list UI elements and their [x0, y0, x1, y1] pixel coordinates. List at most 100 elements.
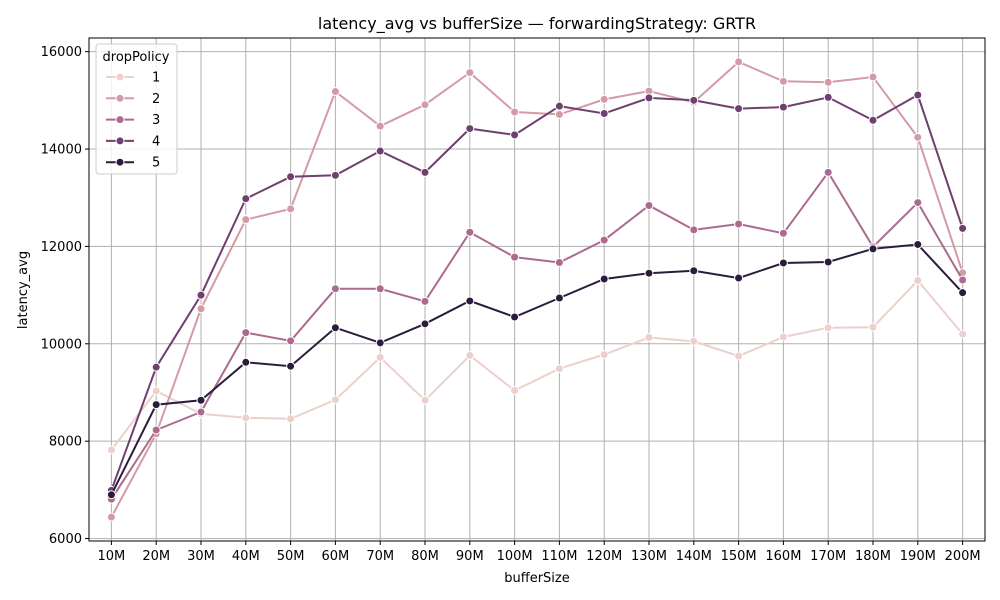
data-point: [241, 215, 251, 225]
x-tick-label: 200M: [945, 549, 981, 564]
data-point: [868, 322, 878, 332]
series-2: [106, 57, 968, 522]
y-tick-label: 16000: [41, 45, 82, 60]
x-tick-label: 140M: [676, 549, 712, 564]
data-point: [599, 235, 609, 245]
data-point: [734, 273, 744, 283]
data-point: [286, 172, 296, 182]
data-point: [330, 284, 340, 294]
data-point: [689, 266, 699, 276]
x-tick-label: 150M: [721, 549, 757, 564]
x-tick-label: 190M: [900, 549, 936, 564]
y-tick-label: 12000: [41, 240, 82, 255]
data-point: [196, 290, 206, 300]
data-point: [510, 312, 520, 322]
data-point: [599, 350, 609, 360]
data-point: [375, 338, 385, 348]
series-1: [106, 275, 968, 455]
data-point: [823, 92, 833, 102]
data-point: [734, 219, 744, 229]
data-point: [375, 352, 385, 362]
data-point: [286, 336, 296, 346]
x-tick-label: 110M: [541, 549, 577, 564]
data-point: [913, 198, 923, 208]
legend-marker: [115, 136, 125, 146]
legend-item-5: 5: [106, 156, 160, 171]
x-tick-label: 170M: [810, 549, 846, 564]
y-tick-label: 14000: [41, 143, 82, 158]
data-point: [823, 77, 833, 87]
data-point: [644, 93, 654, 103]
data-point: [196, 395, 206, 405]
data-point: [958, 329, 968, 339]
x-tick-label: 90M: [456, 549, 484, 564]
data-point: [734, 104, 744, 114]
y-tick-label: 6000: [49, 532, 82, 547]
data-point: [689, 225, 699, 235]
data-point: [330, 323, 340, 333]
data-point: [510, 386, 520, 396]
legend-label: 5: [152, 156, 160, 171]
x-axis-ticks: 10M 20M 30M 40M 50M 60M 70M 80M 90M 100M 110M 120M 1…: [98, 541, 981, 564]
grid: [89, 38, 985, 541]
data-point: [151, 425, 161, 435]
data-point: [554, 364, 564, 374]
series-line: [110, 243, 964, 496]
data-point: [958, 223, 968, 233]
data-point: [241, 194, 251, 204]
legend-marker: [115, 93, 125, 103]
data-point: [734, 57, 744, 67]
data-point: [330, 87, 340, 97]
legend-marker: [115, 115, 125, 125]
data-point: [554, 257, 564, 267]
x-tick-label: 180M: [855, 549, 891, 564]
y-tick-label: 10000: [41, 337, 82, 352]
data-point: [286, 204, 296, 214]
data-point: [375, 284, 385, 294]
data-point: [375, 121, 385, 131]
x-tick-label: 130M: [631, 549, 667, 564]
data-point: [689, 95, 699, 105]
data-point: [241, 357, 251, 367]
data-point: [734, 351, 744, 361]
data-point: [330, 170, 340, 180]
x-tick-label: 20M: [142, 549, 170, 564]
legend-title: dropPolicy: [103, 50, 170, 65]
data-point: [778, 76, 788, 86]
data-point: [465, 227, 475, 237]
legend-label: 3: [152, 113, 160, 128]
data-point: [106, 445, 116, 455]
data-point: [868, 244, 878, 254]
data-point: [420, 319, 430, 329]
data-point: [868, 72, 878, 82]
series-line: [110, 279, 964, 451]
data-point: [599, 108, 609, 118]
x-tick-label: 80M: [411, 549, 439, 564]
data-point: [913, 239, 923, 249]
data-point: [554, 293, 564, 303]
data-point: [958, 288, 968, 298]
data-point: [958, 275, 968, 285]
data-point: [599, 94, 609, 104]
data-point: [420, 167, 430, 177]
x-tick-label: 70M: [366, 549, 394, 564]
data-point: [241, 328, 251, 338]
data-point: [286, 361, 296, 371]
data-point: [510, 252, 520, 262]
data-point: [151, 400, 161, 410]
data-point: [420, 296, 430, 306]
data-point: [913, 90, 923, 100]
data-point: [778, 228, 788, 238]
data-point: [913, 275, 923, 285]
x-axis-title: bufferSize: [504, 571, 569, 586]
data-point: [375, 146, 385, 156]
series-lines: [106, 57, 968, 522]
data-point: [465, 68, 475, 78]
legend-label: 2: [152, 92, 160, 107]
series-line: [110, 170, 964, 500]
legend-marker: [115, 157, 125, 167]
legend-label: 1: [152, 71, 160, 86]
data-point: [823, 323, 833, 333]
data-point: [913, 132, 923, 142]
data-point: [241, 413, 251, 423]
